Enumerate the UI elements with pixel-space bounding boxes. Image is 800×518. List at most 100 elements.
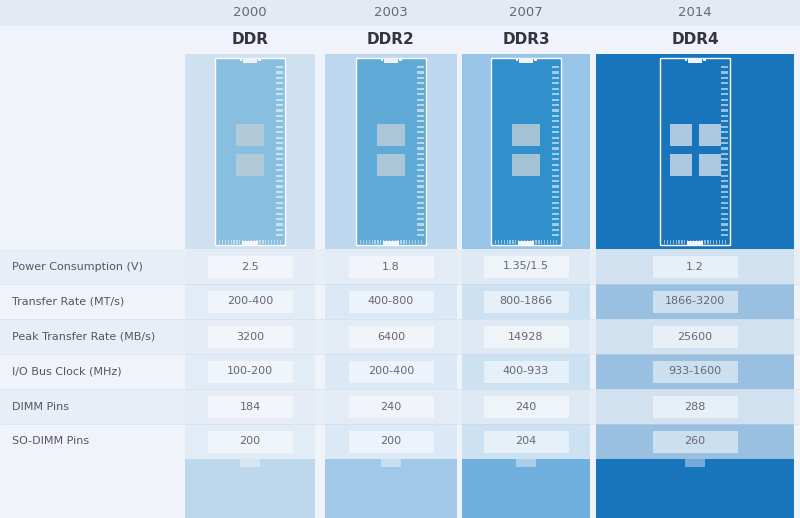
Bar (276, 137, 283, 139)
Text: 240: 240 (380, 401, 402, 411)
Bar (552, 153, 559, 155)
Bar (409, 240, 410, 244)
Bar (0, 354, 800, 389)
Bar (495, 240, 496, 244)
Bar (363, 240, 364, 244)
Bar (721, 137, 728, 139)
Text: 1.2: 1.2 (686, 262, 704, 271)
Bar (207, 430, 293, 453)
Text: 933-1600: 933-1600 (669, 367, 722, 377)
Bar (276, 202, 283, 204)
Bar (207, 255, 293, 278)
Bar (276, 82, 283, 84)
Bar (349, 255, 434, 278)
Bar (265, 240, 266, 244)
Bar (245, 240, 246, 244)
Text: 400-933: 400-933 (503, 367, 549, 377)
Bar (276, 66, 283, 68)
Bar (417, 104, 424, 106)
Text: 200: 200 (239, 437, 261, 447)
Bar (483, 325, 569, 348)
Bar (552, 159, 559, 161)
Bar (421, 240, 422, 244)
Bar (0, 319, 800, 354)
Text: Power Consumption (V): Power Consumption (V) (12, 262, 143, 271)
Bar (262, 240, 263, 244)
Bar (366, 240, 367, 244)
Bar (552, 126, 559, 128)
Text: 288: 288 (684, 401, 706, 411)
Bar (716, 240, 718, 244)
Bar (552, 164, 559, 166)
Bar (276, 185, 283, 188)
Bar (552, 98, 559, 100)
Text: 800-1866: 800-1866 (499, 296, 553, 307)
Bar (207, 325, 293, 348)
Bar (356, 58, 426, 245)
Text: 2.5: 2.5 (241, 262, 259, 271)
Bar (276, 148, 283, 150)
Bar (698, 123, 721, 146)
Bar (276, 159, 283, 161)
Bar (519, 58, 533, 63)
Bar (236, 123, 264, 146)
Bar (276, 191, 283, 193)
Bar (721, 131, 728, 133)
Bar (325, 0, 457, 518)
Text: 2014: 2014 (678, 7, 712, 20)
Bar (462, 459, 590, 518)
Bar (276, 175, 283, 177)
Bar (257, 240, 258, 244)
Bar (721, 202, 728, 204)
Bar (524, 240, 525, 244)
Bar (377, 153, 405, 176)
Bar (533, 240, 534, 244)
Bar (721, 82, 728, 84)
Bar (552, 218, 559, 220)
Bar (653, 396, 738, 418)
Bar (0, 0, 800, 26)
Bar (377, 123, 405, 146)
Bar (349, 430, 434, 453)
Text: 204: 204 (515, 437, 537, 447)
Bar (276, 164, 283, 166)
Bar (242, 240, 243, 244)
Bar (552, 223, 559, 226)
Bar (417, 196, 424, 198)
Bar (417, 142, 424, 144)
Bar (417, 71, 424, 74)
Bar (722, 240, 723, 244)
Bar (721, 234, 728, 236)
Bar (349, 325, 434, 348)
Bar (417, 185, 424, 188)
Bar (721, 164, 728, 166)
Bar (547, 240, 548, 244)
Bar (538, 240, 539, 244)
Bar (417, 164, 424, 166)
Bar (552, 71, 559, 74)
Bar (515, 58, 518, 61)
Bar (222, 240, 223, 244)
Bar (552, 142, 559, 144)
Bar (653, 255, 738, 278)
Bar (667, 240, 668, 244)
Bar (596, 459, 794, 518)
Bar (0, 26, 800, 54)
Bar (0, 424, 800, 459)
Bar (276, 88, 283, 90)
Bar (721, 207, 728, 209)
Bar (219, 240, 220, 244)
Bar (276, 153, 283, 155)
Bar (703, 58, 706, 61)
Bar (207, 396, 293, 418)
Bar (276, 120, 283, 122)
Bar (498, 240, 499, 244)
Bar (392, 240, 393, 244)
Bar (721, 142, 728, 144)
Bar (552, 229, 559, 231)
Bar (552, 137, 559, 139)
Bar (693, 240, 694, 244)
Text: Transfer Rate (MT/s): Transfer Rate (MT/s) (12, 296, 124, 307)
Bar (225, 240, 226, 244)
Bar (653, 291, 738, 312)
